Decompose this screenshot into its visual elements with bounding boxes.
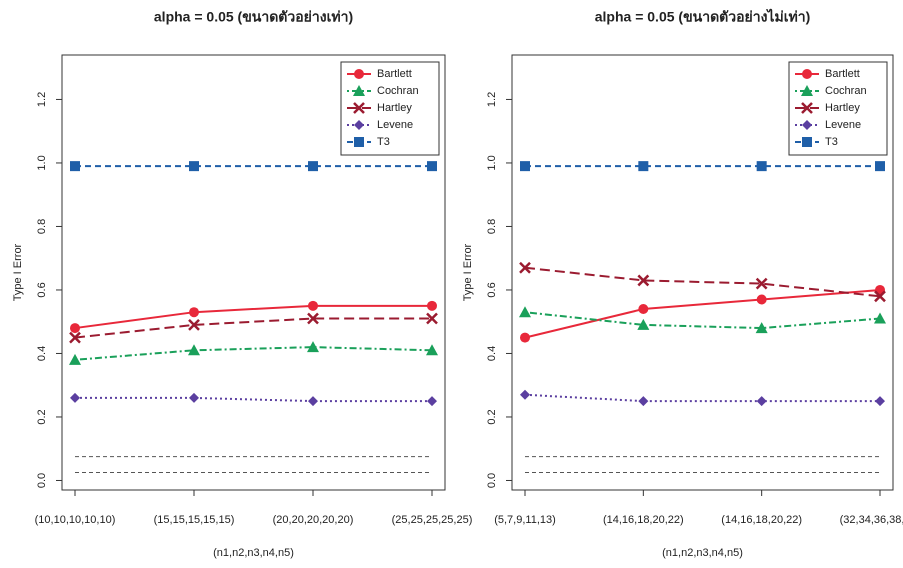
marker xyxy=(519,261,531,274)
marker xyxy=(874,290,886,303)
x-tick-label: (32,34,36,38,40) xyxy=(840,514,903,526)
marker xyxy=(637,274,650,287)
marker xyxy=(802,120,812,130)
x-tick-label: (10,10,10,10,10) xyxy=(35,514,116,526)
marker xyxy=(353,102,365,114)
marker xyxy=(354,120,364,130)
marker xyxy=(801,102,813,114)
x-axis-label: (n1,n2,n3,n4,n5) xyxy=(213,547,294,559)
x-tick-label: (25,25,25,25,25) xyxy=(392,514,473,526)
plot-frame xyxy=(61,54,446,491)
series-line xyxy=(74,304,432,330)
y-tick-label: 1.2 xyxy=(486,92,498,107)
marker xyxy=(638,304,649,315)
y-tick-label: 1.0 xyxy=(36,155,48,170)
marker xyxy=(354,137,364,147)
marker xyxy=(637,318,650,330)
legend-label: Cochran xyxy=(825,85,867,97)
y-tick-label: 1.2 xyxy=(36,92,48,107)
marker xyxy=(874,312,886,324)
y-tick-label: 0.4 xyxy=(36,346,48,361)
marker xyxy=(756,161,767,172)
y-tick-label: 0.8 xyxy=(36,219,48,234)
chart-title: alpha = 0.05 (ขนาดตัวอย่างไม่เท่า) xyxy=(595,8,810,25)
marker xyxy=(69,331,81,344)
legend-label: Hartley xyxy=(377,102,412,114)
y-tick-label: 0.8 xyxy=(486,219,498,234)
legend-label: Bartlett xyxy=(825,68,860,80)
x-axis-label: (n1,n2,n3,n4,n5) xyxy=(662,547,743,559)
x-tick-label: (14,16,18,20,22) xyxy=(603,514,684,526)
marker xyxy=(353,85,365,96)
y-tick-label: 0.6 xyxy=(36,282,48,297)
marker xyxy=(426,344,438,356)
marker xyxy=(427,300,437,311)
legend-label: Levene xyxy=(825,119,861,131)
marker xyxy=(520,389,530,400)
legend-label: Levene xyxy=(377,119,413,131)
marker xyxy=(427,396,437,407)
marker xyxy=(520,332,530,343)
x-tick-label: (14,16,18,20,22) xyxy=(721,514,802,526)
marker xyxy=(188,344,200,356)
y-tick-label: 1.0 xyxy=(486,155,498,170)
marker xyxy=(426,312,438,325)
y-tick-label: 0.6 xyxy=(486,282,498,297)
x-tick-label: (5,7,9,11,13) xyxy=(494,514,556,526)
marker xyxy=(875,161,885,172)
marker xyxy=(308,300,318,311)
marker xyxy=(70,392,80,403)
series-line xyxy=(524,311,881,330)
series-line xyxy=(74,346,433,361)
marker xyxy=(801,85,813,96)
marker xyxy=(70,161,80,172)
legend-label: T3 xyxy=(825,136,838,148)
marker xyxy=(756,396,767,407)
marker xyxy=(519,306,531,318)
marker xyxy=(802,137,812,147)
y-axis-label: Type I Error xyxy=(12,243,24,301)
marker xyxy=(354,69,364,79)
marker xyxy=(307,341,319,353)
series-line xyxy=(524,288,881,339)
marker xyxy=(308,161,318,172)
series-line xyxy=(524,393,880,403)
y-tick-label: 0.0 xyxy=(36,473,48,488)
legend-label: T3 xyxy=(377,136,390,148)
y-tick-label: 0.0 xyxy=(486,473,498,488)
x-tick-label: (15,15,15,15,15) xyxy=(154,514,235,526)
marker xyxy=(189,307,199,318)
y-axis-label: Type I Error xyxy=(462,243,474,301)
marker xyxy=(638,161,649,172)
marker xyxy=(520,161,530,172)
series-line xyxy=(524,266,881,298)
y-tick-label: 0.2 xyxy=(486,409,498,424)
legend-label: Hartley xyxy=(825,102,860,114)
chart-title: alpha = 0.05 (ขนาดตัวอย่างเท่า) xyxy=(154,9,353,25)
legend-label: Cochran xyxy=(377,85,419,97)
marker xyxy=(70,323,80,334)
marker xyxy=(427,161,437,172)
marker xyxy=(875,396,885,407)
marker xyxy=(802,69,812,79)
plot-frame xyxy=(511,54,894,491)
y-tick-label: 0.2 xyxy=(36,409,48,424)
marker xyxy=(69,353,81,365)
legend-label: Bartlett xyxy=(377,68,412,80)
x-tick-label: (20,20,20,20,20) xyxy=(273,514,354,526)
marker xyxy=(189,161,199,172)
marker xyxy=(189,392,199,403)
marker xyxy=(755,322,768,334)
marker xyxy=(756,294,767,305)
series-line xyxy=(75,396,432,403)
marker xyxy=(755,277,768,290)
y-tick-label: 0.4 xyxy=(486,346,498,361)
marker xyxy=(307,312,319,325)
marker xyxy=(308,396,318,407)
marker xyxy=(188,319,200,331)
marker xyxy=(638,396,649,407)
